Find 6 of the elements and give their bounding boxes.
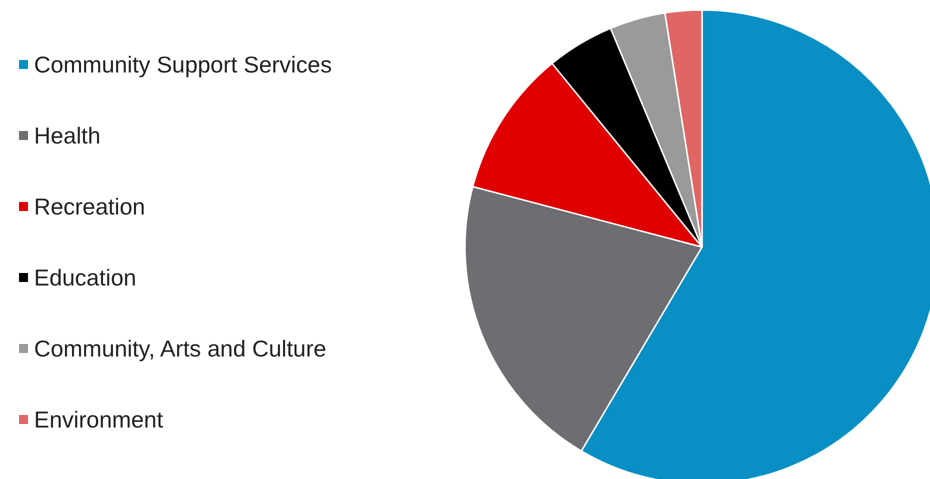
legend-label: Recreation xyxy=(34,194,146,220)
legend-label: Health xyxy=(34,122,100,148)
legend-label: Community, Arts and Culture xyxy=(34,336,326,362)
legend-label: Community Support Services xyxy=(34,52,332,78)
legend-label: Education xyxy=(34,264,136,290)
legend-label: Environment xyxy=(34,406,164,432)
